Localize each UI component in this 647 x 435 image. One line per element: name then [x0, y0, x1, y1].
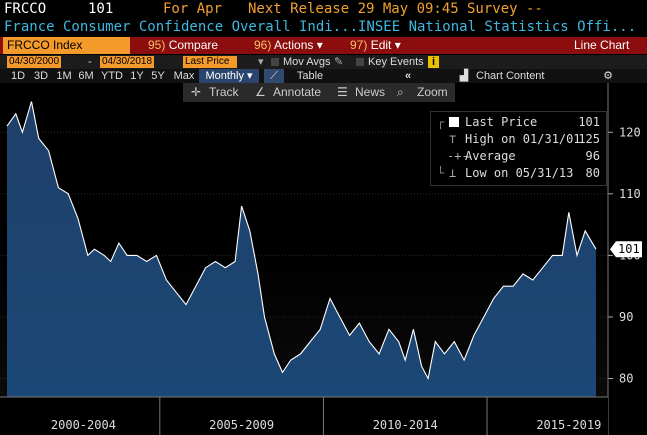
line-chart-icon[interactable]: ⟋: [264, 69, 284, 83]
legend-low-marker-icon: └: [437, 166, 445, 180]
period-1m[interactable]: 1M: [56, 70, 72, 82]
next-release-label: Next Release 29 May 09:45: [248, 1, 459, 17]
data-source: INSEE National Statistics Offi...: [358, 19, 637, 35]
crosshair-icon[interactable]: ✛: [191, 85, 202, 99]
actions-dropdown-icon: ▾: [316, 38, 323, 52]
field-selector[interactable]: Last Price: [183, 56, 237, 68]
x-tick-label: 2005-2009: [209, 418, 274, 432]
y-tick-label: 80: [619, 372, 633, 386]
gear-icon[interactable]: ⚙: [603, 70, 613, 82]
pencil-icon[interactable]: ✎: [334, 56, 344, 68]
table-button[interactable]: Table: [296, 70, 324, 82]
mov-avgs-checkbox[interactable]: [271, 58, 279, 66]
start-date-field[interactable]: 04/30/2000: [7, 56, 62, 68]
frequency-selector[interactable]: Monthly ▾: [199, 69, 259, 83]
actions-button[interactable]: 96) Actions ▾: [254, 38, 323, 52]
annotate-button[interactable]: Annotate: [273, 85, 322, 99]
main-toolbar: FRCCO Index 95) Compare 96) Actions ▾ 97…: [0, 37, 647, 54]
security-description: France Consumer Confidence Overall Indi.…: [4, 19, 359, 35]
ticker-symbol[interactable]: FRCCO: [4, 1, 47, 17]
last-value: 101: [88, 1, 114, 17]
series-line: [6, 101, 597, 381]
key-events-label: Key Events: [368, 56, 424, 68]
chart-type-label[interactable]: Line Chart: [574, 38, 630, 52]
field-dropdown-icon[interactable]: ▾: [258, 56, 264, 68]
period-6m[interactable]: 6M: [78, 70, 94, 82]
period-5y[interactable]: 5Y: [151, 70, 165, 82]
y-tick-label: 120: [619, 125, 641, 139]
compare-button[interactable]: 95) Compare: [148, 38, 219, 52]
y-axis: 8090100110120: [607, 83, 641, 435]
date-separator: -: [88, 56, 92, 68]
x-tick-label: 2015-2019: [536, 418, 601, 432]
period-1y[interactable]: 1Y: [130, 70, 144, 82]
frequency-dropdown-icon: ▾: [247, 70, 253, 82]
legend-high: ⊤ High on 01/31/01 125: [449, 132, 600, 146]
description-row: France Consumer Confidence Overall Indi.…: [0, 18, 647, 36]
legend-swatch: [449, 117, 459, 127]
end-date-field[interactable]: 04/30/2018: [100, 56, 155, 68]
period-max[interactable]: Max: [173, 70, 195, 82]
legend-last: ┌ Last Price 101: [437, 115, 600, 129]
chart-content-icon: ▟: [459, 70, 469, 82]
x-tick-label: 2000-2004: [51, 418, 116, 432]
survey-label: Survey --: [467, 1, 543, 17]
legend-average: -+- Average 96: [447, 149, 600, 163]
news-button[interactable]: News: [355, 85, 386, 99]
last-price-tag-label: 101: [618, 242, 640, 256]
period-3d[interactable]: 3D: [33, 70, 49, 82]
collapse-icon[interactable]: «: [404, 70, 412, 82]
period-ytd[interactable]: YTD: [101, 70, 123, 82]
legend-low: └ ⊥ Low on 05/31/13 80: [437, 166, 600, 180]
average-marker-icon: -+-: [447, 149, 469, 163]
price-legend: ┌ Last Price 101 ⊤ High on 01/31/01 125 …: [430, 111, 607, 186]
x-tick-label: 2010-2014: [373, 418, 438, 432]
chart-tools-bar: ✛ Track ∠ Annotate ☰ News ⌕ Zoom: [183, 83, 455, 102]
for-period-label: For Apr: [163, 1, 223, 17]
edit-dropdown-icon: ▾: [394, 38, 401, 52]
last-price-tag: 101: [610, 241, 642, 258]
high-marker-icon: ⊤: [449, 132, 457, 146]
header-row: FRCCO 101 For Apr Next Release 29 May 09…: [0, 0, 647, 18]
news-icon[interactable]: ☰: [337, 85, 348, 99]
edit-button[interactable]: 97) Edit ▾: [350, 38, 401, 52]
key-events-checkbox[interactable]: [356, 58, 364, 66]
mov-avgs-label: Mov Avgs: [283, 56, 331, 68]
track-button[interactable]: Track: [209, 85, 239, 99]
y-tick-label: 90: [619, 310, 633, 324]
zoom-icon[interactable]: ⌕: [397, 85, 404, 99]
chart-content-button[interactable]: Chart Content: [476, 70, 545, 82]
annotate-icon[interactable]: ∠: [255, 85, 266, 99]
x-axis: 2000-2004 2005-2009 2010-2014 2015-2019: [51, 397, 601, 435]
period-bar: 1D 3D 1M 6M YTD 1Y 5Y Max Monthly ▾ ⟋ Ta…: [0, 69, 647, 83]
info-icon[interactable]: i: [428, 56, 439, 68]
range-bar: 04/30/2000 - 04/30/2018 Last Price ▾ Mov…: [0, 55, 647, 69]
area-fill: [7, 101, 596, 397]
zoom-button[interactable]: Zoom: [417, 85, 448, 99]
period-1d[interactable]: 1D: [10, 70, 26, 82]
legend-last-marker-icon: ┌: [437, 115, 445, 129]
ticker-field[interactable]: FRCCO Index: [3, 37, 130, 54]
low-marker-icon: ⊥: [449, 166, 457, 180]
y-tick-label: 110: [619, 187, 641, 201]
x-axis-band: [0, 397, 608, 435]
